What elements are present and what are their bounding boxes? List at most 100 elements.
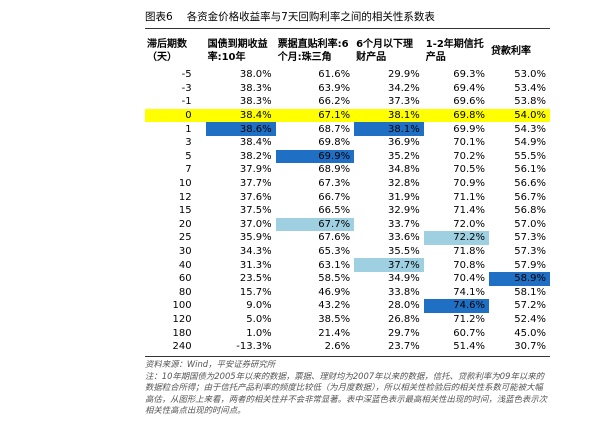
table-cell: 57.3% — [514, 232, 546, 244]
table-cell: 46.9% — [318, 286, 351, 298]
table-cell: 23.7% — [387, 341, 420, 353]
table-row: 1 38.6% 68.7% 38.1% 69.9% 54.3% — [145, 122, 550, 136]
table-row: 5 38.2% 69.9% 35.2% 70.2% 55.5% — [145, 149, 550, 164]
table-cell: 33.6% — [387, 232, 420, 244]
table-row: 15 37.5% 66.5% 32.9% 71.4% 56.8% — [145, 204, 550, 218]
table-cell: -13.3% — [236, 341, 272, 353]
table-cell: 58.9% — [489, 271, 550, 286]
table-cell: 57.2% — [514, 300, 546, 312]
table-cell: 68.9% — [318, 164, 351, 176]
table-cell: 70.8% — [453, 259, 486, 271]
table-row: 20 37.0% 67.7% 33.7% 72.0% 57.0% — [145, 217, 550, 232]
table-cell: 70.4% — [453, 273, 486, 285]
table-cell: 5.0% — [246, 313, 272, 325]
table-cell: 63.1% — [318, 259, 351, 271]
table-cell: 56.6% — [514, 178, 546, 190]
table-cell: 67.3% — [318, 178, 351, 190]
table-cell: 30.7% — [514, 341, 546, 353]
table-cell: 33.8% — [387, 286, 420, 298]
table-cell: 40 — [178, 259, 192, 271]
header-cell: 国债到期收益率:10年 — [207, 39, 268, 63]
table-cell: 0 — [185, 110, 192, 122]
table-cell: 61.6% — [318, 69, 351, 81]
table-cell: 15.7% — [239, 286, 272, 298]
table-cell: 53.0% — [514, 69, 546, 81]
table-row: 40 31.3% 63.1% 37.7% 70.8% 57.9% — [145, 258, 550, 272]
table-cell: 12 — [178, 191, 192, 203]
table-cell: 45.0% — [514, 327, 546, 339]
table-row: 10 37.7% 67.3% 32.8% 70.9% 56.6% — [145, 177, 550, 191]
table-cell: 2.6% — [324, 341, 351, 353]
table-cell: 43.2% — [318, 300, 351, 312]
table-body: -5 38.0% 61.6% 29.9% 69.3% 53.0% -3 38.3% 63.9% 3… — [145, 68, 550, 353]
notes: 资料来源：Wind，平安证券研究所 注：10年期国债为2005年以来的数据，票据… — [145, 356, 550, 417]
table-cell: 35.9% — [239, 232, 272, 244]
table-cell: 69.9% — [453, 123, 486, 135]
table-cell: -1 — [181, 96, 192, 108]
table-cell: 38.0% — [239, 69, 272, 81]
table-cell: 240 — [172, 341, 192, 353]
table-row: 7 37.9% 68.9% 34.8% 70.5% 56.1% — [145, 163, 550, 177]
table-cell: 69.4% — [453, 82, 486, 94]
table-cell: 26.8% — [387, 313, 420, 325]
table-cell: 71.1% — [453, 191, 486, 203]
title-label: 图表6 — [145, 11, 173, 23]
table-row: 25 35.9% 67.6% 33.6% 72.2% 57.3% — [145, 231, 550, 245]
table-cell: 37.6% — [239, 191, 272, 203]
table-cell: 54.3% — [514, 123, 546, 135]
table-cell: 51.4% — [453, 341, 486, 353]
table-cell: 7 — [185, 164, 192, 176]
table-cell: 60.7% — [453, 327, 486, 339]
note: 注：10年期国债为2005年以来的数据，票据、理财均为2007年以来的数据，信托… — [145, 370, 547, 416]
table-cell: 38.3% — [239, 96, 272, 108]
table-cell: 72.2% — [423, 231, 490, 245]
table-cell: 38.4% — [239, 110, 272, 122]
table-cell: 30 — [178, 246, 192, 258]
table-cell: 53.8% — [514, 96, 546, 108]
table-cell: 54.0% — [514, 110, 546, 122]
table-cell: 29.9% — [387, 69, 420, 81]
table-cell: 15 — [178, 205, 192, 217]
table-cell: 69.6% — [453, 96, 486, 108]
table-cell: 31.9% — [387, 191, 420, 203]
table-cell: 3 — [185, 137, 192, 149]
table-cell: 69.9% — [275, 149, 355, 164]
title-text: 各资金价格收益率与7天回购利率之间的相关性系数表 — [186, 11, 435, 23]
table-cell: 69.8% — [453, 110, 486, 122]
table-cell: 38.1% — [354, 122, 424, 136]
table-cell: 1.0% — [246, 327, 272, 339]
table-row: -5 38.0% 61.6% 29.9% 69.3% 53.0% — [145, 68, 550, 82]
header-cell: 6个月以下理财产品 — [356, 39, 414, 63]
table-cell: 34.8% — [387, 164, 420, 176]
table-cell: 31.3% — [239, 259, 272, 271]
table-cell: 54.9% — [514, 137, 546, 149]
table-cell: 70.9% — [453, 178, 486, 190]
header-cell: 滞后期数（天） — [147, 39, 187, 63]
table-cell: 5 — [185, 150, 192, 162]
table-cell: 32.8% — [387, 178, 420, 190]
table-cell: 37.7% — [354, 258, 424, 272]
table-cell: -3 — [181, 82, 192, 94]
table-cell: 67.1% — [318, 110, 351, 122]
table-cell: 33.7% — [387, 218, 420, 230]
table-cell: 21.4% — [318, 327, 351, 339]
source: 资料来源：Wind，平安证券研究所 — [145, 359, 276, 369]
table-cell: 80 — [178, 286, 192, 298]
table-cell: 70.5% — [453, 164, 486, 176]
header-cell: 票据直贴利率:6个月:珠三角 — [277, 39, 349, 63]
table-cell: 120 — [172, 313, 192, 325]
table-row: 120 5.0% 38.5% 26.8% 71.2% 52.4% — [145, 313, 550, 327]
table-cell: 72.0% — [453, 218, 486, 230]
table-cell: -5 — [181, 69, 192, 81]
table-row: -3 38.3% 63.9% 34.2% 69.4% 53.4% — [145, 82, 550, 96]
table-cell: 58.5% — [318, 273, 351, 285]
table-cell: 70.2% — [453, 150, 486, 162]
table-cell: 69.3% — [453, 69, 486, 81]
table-cell: 67.6% — [318, 232, 351, 244]
table-cell: 53.4% — [514, 82, 546, 94]
table-cell: 35.2% — [387, 150, 420, 162]
table-cell: 37.0% — [239, 218, 272, 230]
table-cell: 56.1% — [514, 164, 546, 176]
table-cell: 37.5% — [239, 205, 272, 217]
table-cell: 38.5% — [318, 313, 351, 325]
